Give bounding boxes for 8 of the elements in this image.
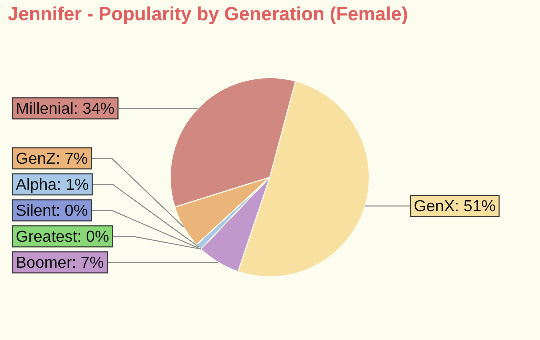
legend-label: Silent: 0%	[16, 203, 88, 220]
chart-title: Jennifer - Popularity by Generation (Female)	[8, 4, 408, 26]
slice-label: GenZ: 7%	[16, 151, 88, 168]
slice-label: GenX: 51%	[414, 198, 496, 216]
legend-label: Greatest: 0%	[16, 229, 110, 246]
slice-label: Millenial: 34%	[16, 101, 115, 118]
slice-label: Boomer: 7%	[16, 255, 104, 272]
slice-label: Alpha: 1%	[16, 177, 89, 194]
